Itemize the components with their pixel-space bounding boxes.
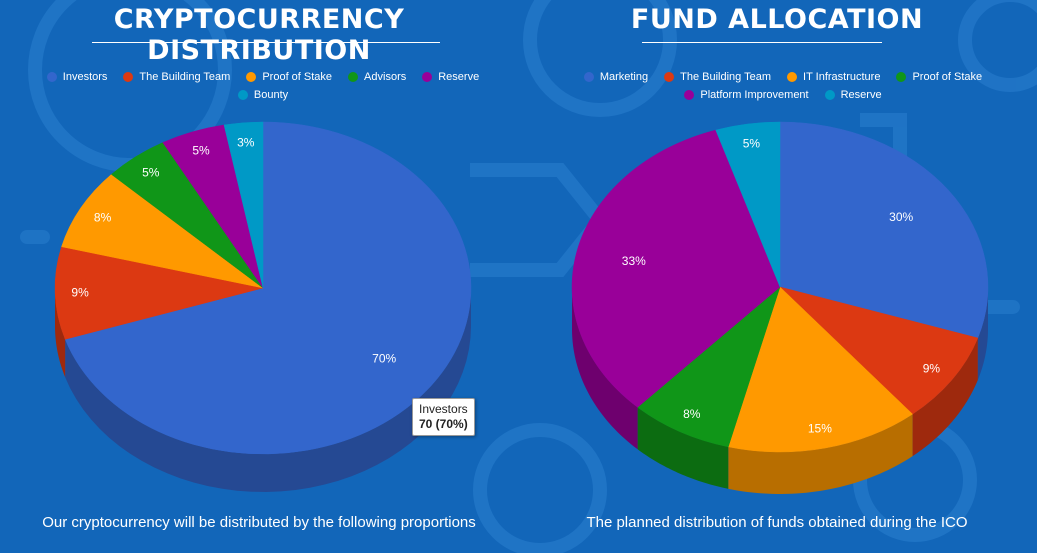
legend-item-it-infrastructure[interactable]: IT Infrastructure: [787, 70, 880, 84]
pie-side-investors: [65, 288, 472, 492]
pie-side-walls: [55, 288, 472, 492]
legend-color-swatch: [684, 90, 695, 100]
pie-side-the-building-team: [55, 288, 66, 378]
fund-allocation-panel: FUND ALLOCATION Marketing The Building Te…: [518, 0, 1036, 553]
pie-label-investors: 70%: [372, 351, 396, 365]
pie-label-marketing: 30%: [889, 210, 913, 224]
pie-slice-it-infrastructure[interactable]: [727, 286, 913, 453]
legend-color-swatch: [664, 72, 675, 82]
pie-slice-bounty[interactable]: [223, 121, 264, 289]
legend-color-swatch: [824, 90, 835, 100]
pie-slice-platform-improvement[interactable]: [571, 129, 781, 408]
pie-slice-the-building-team[interactable]: [779, 286, 979, 415]
fund-allocation-pie-chart: 30% 9% 15% 8% 33% 5%: [571, 121, 989, 494]
legend-item-proof-of-stake[interactable]: Proof of Stake: [246, 70, 332, 84]
pie-label-reserve: 5%: [192, 144, 210, 158]
legend-item-reserve[interactable]: Reserve: [824, 88, 882, 102]
legend-label: Proof of Stake: [912, 71, 983, 83]
legend-label: Advisors: [364, 71, 407, 83]
legend-color-swatch: [237, 90, 248, 100]
legend-color-swatch: [246, 72, 257, 82]
pie-slice-proof-of-stake[interactable]: [61, 174, 264, 289]
legend-label: The Building Team: [680, 71, 772, 83]
pie-slice-the-building-team[interactable]: [54, 246, 264, 340]
legend-color-swatch: [787, 72, 798, 82]
pie-side-the-building-team: [912, 337, 978, 457]
legend-item-reserve[interactable]: Reserve: [422, 70, 479, 84]
legend-color-swatch: [583, 72, 594, 82]
legend-label: Reserve: [438, 71, 480, 83]
legend-label: IT Infrastructure: [803, 71, 881, 83]
pie-side-it-infrastructure: [728, 414, 913, 494]
legend-color-swatch: [123, 72, 134, 82]
pie-slice-proof-of-stake[interactable]: [637, 286, 781, 448]
crypto-distribution-caption: Our cryptocurrency will be distributed b…: [42, 514, 476, 531]
legend-item-marketing[interactable]: Marketing: [583, 70, 649, 84]
legend-item-proof-of-stake[interactable]: Proof of Stake: [896, 70, 982, 84]
chart-tooltip: Investors 70 (70%): [412, 398, 475, 436]
legend-item-the-building-team[interactable]: The Building Team: [664, 70, 771, 84]
legend-label: The Building Team: [139, 71, 231, 83]
pie-label-the-building-team: 9%: [71, 286, 89, 300]
pie-side-platform-improvement: [572, 287, 638, 450]
fund-allocation-legend: Marketing The Building Team IT Infrastruct…: [558, 70, 1008, 102]
pie-label-reserve: 5%: [743, 137, 761, 151]
pie-slice-marketing[interactable]: [779, 121, 989, 339]
crypto-distribution-title: CRYPTOCURRENCY DISTRIBUTION: [113, 4, 405, 66]
legend-label: Marketing: [599, 71, 649, 83]
legend-item-the-building-team[interactable]: The Building Team: [123, 70, 230, 84]
legend-label: Platform Improvement: [700, 89, 809, 101]
pie-label-proof-of-stake: 8%: [683, 407, 701, 421]
pie-label-proof-of-stake: 8%: [94, 211, 112, 225]
fund-allocation-caption: The planned distribution of funds obtain…: [586, 514, 968, 531]
pie-label-bounty: 3%: [237, 136, 255, 150]
pie-slice-reserve[interactable]: [715, 121, 781, 288]
fund-allocation-title: FUND ALLOCATION: [630, 4, 924, 35]
title-underline: [92, 42, 440, 43]
tooltip-category: Investors: [419, 402, 468, 416]
legend-item-advisors[interactable]: Advisors: [348, 70, 406, 84]
legend-color-swatch: [422, 72, 433, 82]
legend-color-swatch: [46, 72, 57, 82]
pie-label-advisors: 5%: [142, 166, 160, 180]
legend-label: Proof of Stake: [262, 71, 333, 83]
pie-side-marketing: [977, 287, 988, 380]
legend-item-investors[interactable]: Investors: [46, 70, 108, 84]
legend-item-bounty[interactable]: Bounty: [237, 88, 289, 102]
crypto-distribution-panel: CRYPTOCURRENCY DISTRIBUTION Investors The…: [0, 0, 518, 553]
legend-label: Bounty: [253, 89, 289, 101]
legend-color-swatch: [348, 72, 359, 82]
pie-side-walls: [572, 287, 988, 494]
pie-label-platform-improvement: 33%: [622, 254, 646, 268]
title-underline: [642, 42, 882, 43]
crypto-distribution-pie-chart: 70% 9% 8% 5% 5% 3%: [54, 121, 472, 492]
pie-slice-investors[interactable]: [64, 121, 472, 455]
crypto-distribution-legend: Investors The Building Team Proof of Stake…: [38, 70, 488, 102]
pie-side-proof-of-stake: [637, 407, 729, 489]
tooltip-value: 70 (70%): [419, 417, 468, 431]
legend-label: Investors: [62, 71, 108, 83]
legend-item-platform-improvement[interactable]: Platform Improvement: [684, 88, 809, 102]
legend-label: Reserve: [840, 89, 882, 101]
legend-color-swatch: [896, 72, 907, 82]
pie-label-it-infrastructure: 15%: [808, 422, 832, 436]
pie-label-the-building-team: 9%: [923, 362, 941, 376]
